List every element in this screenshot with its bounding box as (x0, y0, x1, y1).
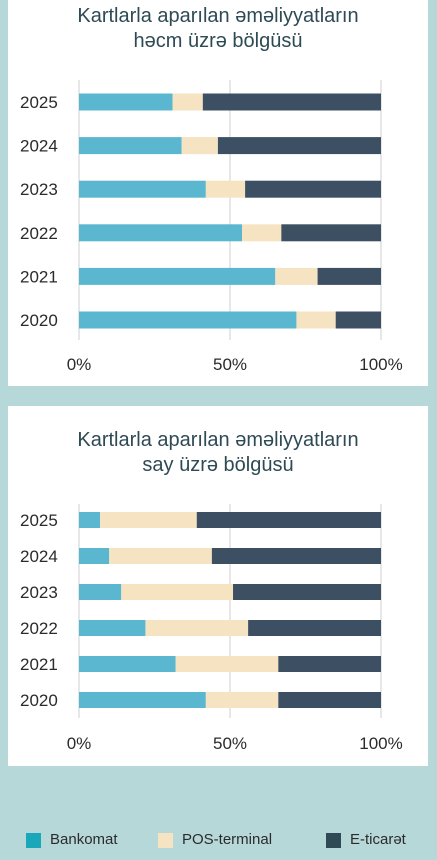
legend-swatch-pos-terminal (158, 833, 173, 848)
chart-title-line-1: Kartlarla aparılan əməliyyatların (77, 429, 359, 451)
y-tick-label: 2021 (20, 267, 58, 286)
bar-segment-pos-terminal (121, 584, 234, 600)
x-tick-label: 0% (67, 734, 92, 753)
legend-label-bankomat: Bankomat (50, 831, 118, 848)
bar-segment-pos-terminal (242, 224, 282, 242)
bar-segment-bankomat (79, 93, 173, 111)
bar-segment-pos-terminal (100, 512, 197, 528)
bar-segment-e-ticaret (278, 692, 381, 708)
bar-segment-bankomat (79, 620, 146, 636)
bar-segment-bankomat (79, 548, 110, 564)
bar-segment-bankomat (79, 180, 206, 198)
y-tick-label: 2022 (20, 619, 58, 638)
bar-segment-e-ticaret (211, 548, 381, 564)
bar-segment-pos-terminal (175, 656, 279, 672)
stacked-bar-chart-volume: 0% 50% 100% 2025 2024 2023 2022 2021 2020 (20, 80, 403, 374)
x-tick-label: 0% (67, 355, 92, 374)
stacked-bar-chart-count: 0% 50% 100% 2025 2024 2023 2022 2021 2020 (20, 504, 403, 753)
bar-segment-bankomat (79, 584, 122, 600)
y-tick-label: 2020 (20, 311, 58, 330)
y-tick-label: 2020 (20, 691, 58, 710)
bar-segment-e-ticaret (233, 584, 381, 600)
bar-segment-pos-terminal (205, 180, 246, 198)
bar-segment-e-ticaret (245, 180, 381, 198)
bar-segment-pos-terminal (172, 93, 203, 111)
y-tick-label: 2022 (20, 224, 58, 243)
chart-panel-count: Kartlarla aparılan əməliyyatların say üz… (8, 406, 428, 766)
bar-segment-pos-terminal (145, 620, 249, 636)
x-tick-label: 100% (359, 355, 402, 374)
y-tick-label: 2025 (20, 511, 58, 530)
bar-segment-e-ticaret (196, 512, 381, 528)
legend-label-e-ticaret: E-ticarət (350, 831, 406, 848)
legend-label-pos-terminal: POS-terminal (182, 831, 273, 848)
bar-segment-bankomat (79, 137, 182, 155)
bar-segment-bankomat (79, 692, 206, 708)
chart-title-line-2: say üzrə bölgüsü (142, 454, 294, 476)
bar-segment-e-ticaret (335, 311, 381, 329)
y-tick-label: 2023 (20, 583, 58, 602)
bar-segment-bankomat (79, 267, 276, 285)
legend-swatch-e-ticaret (326, 833, 341, 848)
chart-title-line-2: həcm üzrə bölgüsü (133, 30, 303, 52)
bar-segment-bankomat (79, 311, 297, 329)
bar-segment-e-ticaret (217, 137, 381, 155)
chart-panel-volume: Kartlarla aparılan əməliyyatların həcm ü… (8, 0, 428, 386)
bar-segment-pos-terminal (109, 548, 212, 564)
chart-legend: Bankomat POS-terminal E-ticarət (0, 818, 437, 860)
chart-title-count: Kartlarla aparılan əməliyyatların say üz… (8, 428, 428, 478)
bar-segment-e-ticaret (281, 224, 381, 242)
bar-segment-pos-terminal (296, 311, 336, 329)
bar-segment-bankomat (79, 512, 101, 528)
y-tick-label: 2024 (20, 547, 58, 566)
legend-swatch-bankomat (26, 833, 41, 848)
bar-segment-pos-terminal (181, 137, 218, 155)
x-tick-label: 100% (359, 734, 402, 753)
bar-segment-bankomat (79, 656, 176, 672)
y-tick-label: 2025 (20, 93, 58, 112)
bar-segment-e-ticaret (317, 267, 381, 285)
bar-segment-bankomat (79, 224, 243, 242)
y-tick-label: 2024 (20, 137, 58, 156)
y-tick-label: 2023 (20, 180, 58, 199)
x-tick-label: 50% (213, 355, 247, 374)
bar-segment-e-ticaret (248, 620, 381, 636)
chart-title-line-1: Kartlarla aparılan əməliyyatların (77, 5, 359, 27)
chart-title-volume: Kartlarla aparılan əməliyyatların həcm ü… (8, 4, 428, 54)
bar-segment-pos-terminal (205, 692, 279, 708)
bar-segment-pos-terminal (275, 267, 318, 285)
x-tick-label: 50% (213, 734, 247, 753)
bar-segment-e-ticaret (202, 93, 381, 111)
bar-segment-e-ticaret (278, 656, 381, 672)
y-tick-label: 2021 (20, 655, 58, 674)
